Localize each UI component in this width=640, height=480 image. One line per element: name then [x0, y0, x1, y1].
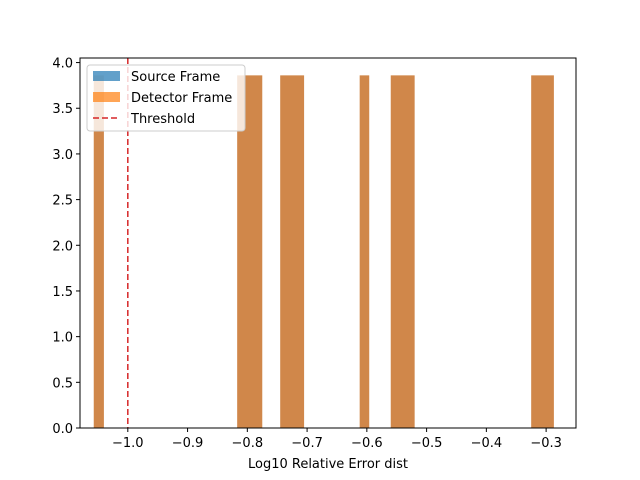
y-tick-label: 3.5 — [52, 102, 73, 117]
y-tick-label: 1.0 — [52, 331, 73, 346]
histogram-bar-5 — [390, 75, 415, 428]
histogram-bar-2 — [237, 75, 263, 428]
histogram-bar-3 — [280, 75, 305, 428]
x-tick-label: −0.9 — [172, 436, 204, 451]
y-tick-label: 2.5 — [52, 194, 73, 209]
x-axis-label: Log10 Relative Error dist — [248, 457, 408, 472]
legend-label-detector-frame: Detector Frame — [131, 91, 232, 106]
x-tick-label: −1.0 — [112, 436, 144, 451]
y-tick-label: 2.0 — [52, 239, 73, 254]
histogram-bar-4 — [359, 75, 370, 428]
y-tick-label: 4.0 — [52, 57, 73, 72]
y-tick-label: 0.0 — [52, 422, 73, 437]
legend-box — [86, 64, 246, 132]
y-tick-label: 0.5 — [52, 376, 73, 391]
x-tick-label: −0.4 — [471, 436, 503, 451]
y-tick-label: 3.0 — [52, 148, 73, 163]
x-axis: −1.0 −0.9 −0.8 −0.7 −0.6 −0.5 −0.4 −0.3 — [112, 428, 562, 451]
legend-swatch-source-frame — [93, 71, 120, 81]
histogram-bar-6 — [531, 75, 554, 428]
x-tick-label: −0.7 — [291, 436, 323, 451]
histogram-bar-1 — [93, 75, 104, 428]
y-tick-label: 1.5 — [52, 285, 73, 300]
x-tick-label: −0.5 — [411, 436, 443, 451]
legend: Source Frame Detector Frame Threshold — [86, 64, 246, 132]
histogram-bars — [93, 75, 554, 428]
legend-swatch-detector-frame — [93, 92, 120, 102]
legend-label-source-frame: Source Frame — [131, 70, 220, 85]
legend-label-threshold: Threshold — [130, 112, 195, 127]
plot-area-frame — [79, 57, 577, 429]
x-tick-label: −0.3 — [530, 436, 562, 451]
x-tick-label: −0.8 — [232, 436, 264, 451]
y-axis: 0.0 0.5 1.0 1.5 2.0 2.5 3.0 3.5 4.0 — [52, 57, 80, 437]
x-tick-label: −0.6 — [351, 436, 383, 451]
